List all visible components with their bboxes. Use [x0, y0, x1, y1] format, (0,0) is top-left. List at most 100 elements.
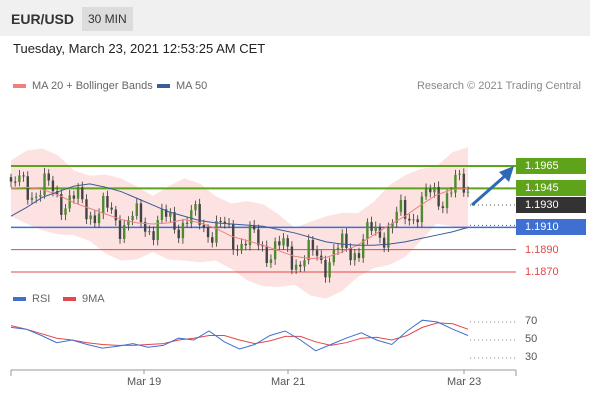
- candle-body: [123, 225, 126, 239]
- candle-body: [177, 229, 180, 239]
- candle-body: [76, 187, 80, 199]
- candle-body: [458, 173, 461, 175]
- candle-body: [156, 220, 159, 241]
- candle-body: [110, 207, 113, 210]
- candle-body: [22, 175, 25, 177]
- candle-body: [55, 191, 59, 195]
- rsi-swatch: [13, 297, 26, 302]
- rsi-tick-label-2: 30: [525, 351, 538, 363]
- pair-title: EUR/USD: [11, 11, 75, 27]
- candle-body: [261, 245, 264, 247]
- candle-body: [378, 226, 382, 238]
- x-tick-label-2: Mar 23: [447, 376, 482, 388]
- candle-body: [257, 229, 260, 246]
- candle-body: [185, 222, 189, 224]
- candle-body: [64, 208, 67, 215]
- candle-body: [391, 222, 394, 228]
- candle-body: [85, 199, 88, 220]
- rsi-line: [10, 319, 469, 352]
- x-tick-label-1: Mar 21: [271, 376, 306, 388]
- candle-body: [219, 221, 222, 223]
- candle-body: [311, 239, 315, 251]
- candle-body: [173, 212, 176, 230]
- candle-body: [60, 194, 63, 215]
- ma9-label: 9MA: [82, 293, 105, 305]
- candle-body: [307, 239, 310, 261]
- legend-9ma: 9MA: [63, 293, 105, 305]
- candle-body: [315, 250, 319, 256]
- ma50-label: MA 50: [176, 80, 208, 92]
- candle-body: [370, 222, 373, 231]
- candle-body: [244, 243, 247, 246]
- candle-body: [395, 211, 398, 223]
- candle-body: [215, 221, 218, 243]
- candle-body: [181, 222, 185, 239]
- candle-body: [13, 181, 17, 183]
- candle-body: [34, 196, 38, 198]
- candle-body: [106, 195, 109, 208]
- ma50-swatch: [157, 84, 170, 89]
- candle-body: [299, 264, 302, 267]
- bollinger-band: [11, 147, 468, 299]
- candle-body: [39, 195, 42, 197]
- candle-body: [387, 227, 390, 248]
- candle-body: [374, 226, 377, 231]
- candle-body: [269, 259, 273, 264]
- candle-body: [160, 209, 164, 221]
- candle-body: [273, 241, 277, 260]
- rsi-label: RSI: [32, 293, 51, 305]
- candle-body: [462, 173, 466, 193]
- candle-body: [51, 180, 55, 192]
- candle-body: [97, 213, 101, 224]
- candle-body: [454, 174, 457, 193]
- candle-body: [198, 204, 201, 225]
- candle-body: [30, 197, 34, 200]
- candle-body: [47, 173, 50, 181]
- candle-body: [353, 253, 356, 261]
- price-tag-3: 1.1910: [516, 219, 586, 236]
- candle-body: [89, 215, 92, 220]
- credit: Research © 2021 Trading Central: [416, 80, 581, 92]
- candle-body: [102, 195, 105, 214]
- candle-body: [399, 199, 403, 212]
- candle-body: [303, 260, 306, 267]
- legend-ma50: MA 50: [157, 80, 207, 92]
- candle-body: [294, 264, 298, 270]
- candle-body: [424, 189, 428, 197]
- candle-body: [18, 175, 21, 182]
- candle-body: [131, 215, 134, 221]
- candle-body: [236, 249, 239, 251]
- candle-body: [164, 209, 168, 217]
- candle-body: [152, 231, 155, 241]
- candle-body: [139, 203, 143, 223]
- x-tick-label-0: Mar 19: [127, 376, 162, 388]
- candle-body: [366, 222, 369, 240]
- legend-ma20: MA 20 + Bollinger Bands: [13, 80, 153, 92]
- candle-body: [361, 239, 365, 258]
- candle-body: [81, 187, 84, 200]
- candle-body: [345, 233, 348, 249]
- candle-body: [429, 189, 432, 193]
- candle-body: [43, 173, 46, 196]
- price-tag-0: 1.1965: [516, 158, 586, 174]
- timeframe-button[interactable]: 30 MIN: [82, 7, 133, 31]
- candle-body: [290, 246, 294, 270]
- forecast-arrow-shaft: [471, 173, 507, 207]
- ma20-line: [10, 186, 469, 260]
- candle-body: [190, 210, 193, 224]
- candle-body: [143, 222, 147, 232]
- ma50-line: [10, 183, 469, 246]
- candle-body: [223, 221, 227, 224]
- price-panel: [9, 147, 516, 299]
- candle-body: [437, 186, 440, 207]
- candle-body: [72, 195, 76, 199]
- candle-body: [420, 196, 424, 223]
- forecast-arrow-head: [499, 166, 514, 182]
- candle-body: [282, 238, 285, 246]
- candle-body: [135, 203, 138, 216]
- candle-body: [169, 212, 172, 217]
- price-tag-1: 1.1945: [516, 180, 586, 197]
- candle-body: [278, 241, 281, 246]
- price-tag-5: 1.1870: [525, 266, 559, 278]
